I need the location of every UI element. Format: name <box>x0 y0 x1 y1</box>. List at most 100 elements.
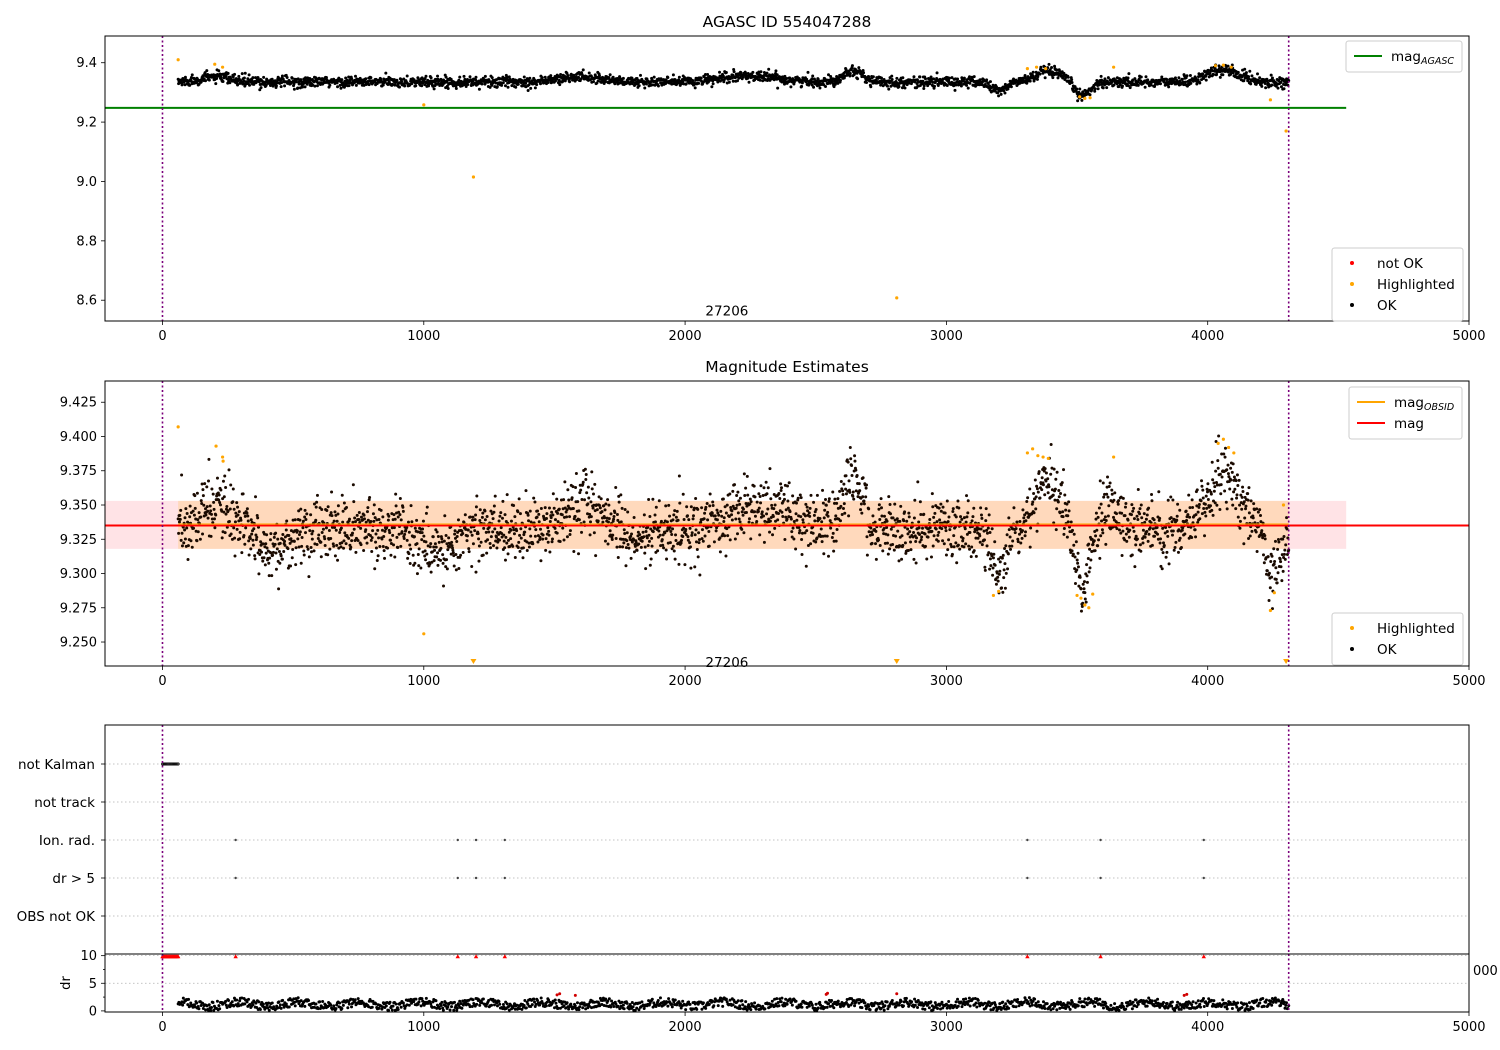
ok-point <box>1043 467 1047 471</box>
ok-point <box>860 511 864 515</box>
ok-point <box>250 532 254 536</box>
ok-point <box>896 529 900 533</box>
ok-point <box>919 538 923 542</box>
ok-point <box>1185 74 1189 78</box>
ok-point <box>526 513 530 517</box>
ok-point <box>439 546 443 550</box>
ok-point <box>1128 86 1132 90</box>
ok-point <box>408 543 412 547</box>
ok-point <box>951 509 955 513</box>
ok-point <box>524 489 528 493</box>
ok-point <box>882 526 886 530</box>
ok-point <box>697 541 701 545</box>
ok-point <box>372 519 376 523</box>
ok-point <box>516 546 520 550</box>
ok-point <box>492 510 496 514</box>
ok-point <box>789 85 793 89</box>
ok-point <box>825 534 829 538</box>
ok-point <box>180 473 184 477</box>
ok-point <box>1063 493 1067 497</box>
ok-point <box>593 482 597 486</box>
ok-point <box>1035 529 1039 533</box>
ok-point <box>1157 490 1161 494</box>
ok-point <box>422 534 426 538</box>
ok-point <box>253 554 257 558</box>
ok-point <box>481 553 485 557</box>
ok-point <box>929 555 933 559</box>
ok-point <box>876 538 880 542</box>
ok-point <box>1055 470 1059 474</box>
ok-point <box>369 538 373 542</box>
ok-point <box>1070 549 1074 553</box>
ok-point <box>1156 532 1160 536</box>
ok-point <box>296 86 300 90</box>
ok-point <box>801 518 805 522</box>
ok-point <box>285 75 289 79</box>
ok-point <box>892 548 896 552</box>
ok-point <box>937 530 941 534</box>
ok-point <box>696 507 700 511</box>
ok-point <box>1086 557 1090 561</box>
ok-point <box>588 533 592 537</box>
ok-point <box>195 81 199 85</box>
ok-point <box>881 549 885 553</box>
ok-point <box>664 504 668 508</box>
ok-point <box>585 491 589 495</box>
ok-point <box>510 84 514 88</box>
ok-point <box>305 512 309 516</box>
ok-point <box>819 527 823 531</box>
ok-point <box>329 511 333 515</box>
ok-point <box>362 517 366 521</box>
ok-point <box>396 545 400 549</box>
ok-point <box>698 573 702 577</box>
ok-point <box>486 538 490 542</box>
ok-point <box>660 538 664 542</box>
ok-point <box>544 537 548 541</box>
ok-point <box>1106 514 1110 518</box>
ok-point <box>1120 84 1124 88</box>
ok-point <box>956 543 960 547</box>
ok-point <box>789 517 793 521</box>
ok-point <box>903 86 907 90</box>
ok-point <box>183 516 187 520</box>
ok-point <box>502 539 506 543</box>
ok-point <box>471 518 475 522</box>
ok-point <box>336 558 340 562</box>
ok-point <box>452 564 456 568</box>
ok-point <box>338 531 342 535</box>
ok-point <box>350 539 354 543</box>
ok-point <box>1171 498 1175 502</box>
ok-point <box>257 80 261 84</box>
ok-point <box>186 544 190 548</box>
ok-point <box>1116 502 1120 506</box>
ok-point <box>609 512 613 516</box>
ok-point <box>532 496 536 500</box>
ok-point <box>240 551 244 555</box>
ok-point <box>1264 86 1268 90</box>
ok-point <box>254 495 258 499</box>
ok-point <box>869 85 873 89</box>
ok-point <box>455 534 459 538</box>
ok-point <box>489 509 493 513</box>
ok-point <box>890 74 894 78</box>
ok-point <box>236 513 240 517</box>
ok-point <box>861 495 865 499</box>
ok-point <box>775 73 779 77</box>
ok-point <box>477 87 481 91</box>
ok-point <box>677 562 681 566</box>
ok-point <box>227 519 231 523</box>
ok-point <box>1136 83 1140 87</box>
ok-point <box>1098 479 1102 483</box>
ok-point <box>384 71 388 75</box>
ok-point <box>1171 529 1175 533</box>
ok-point <box>1004 571 1008 575</box>
ok-point <box>1104 542 1108 546</box>
ok-point <box>293 518 297 522</box>
legend-label: Highlighted <box>1377 277 1455 293</box>
ok-point <box>888 512 892 516</box>
ok-point <box>630 532 634 536</box>
ok-point <box>690 533 694 537</box>
ok-point <box>933 511 937 515</box>
ok-point <box>1099 534 1103 538</box>
ok-point <box>206 516 210 520</box>
